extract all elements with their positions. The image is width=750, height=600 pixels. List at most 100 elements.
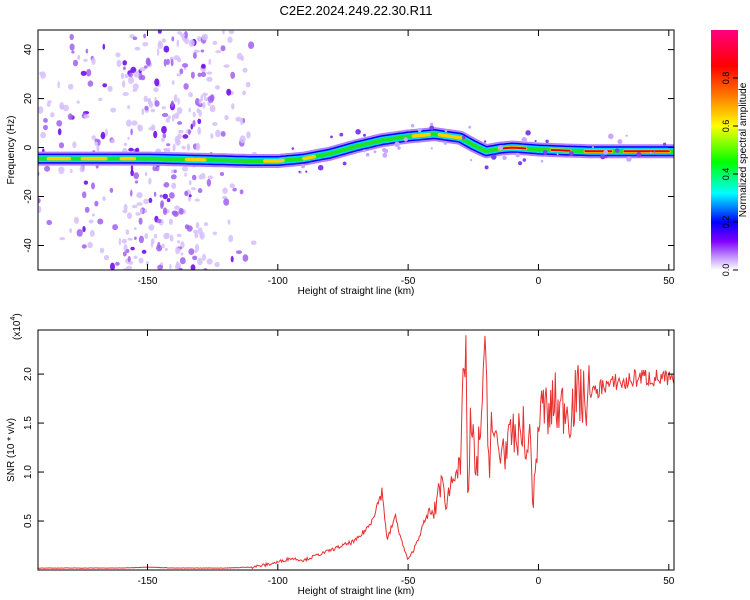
ridge-blob [518, 161, 523, 166]
noise-blob [43, 118, 48, 123]
noise-blob [153, 130, 158, 139]
chart-title: C2E2.2024.249.22.30.R11 [280, 3, 433, 18]
noise-blob [242, 90, 247, 96]
noise-blob [200, 71, 207, 78]
noise-blob [170, 100, 174, 108]
noise-blob [235, 116, 242, 122]
noise-blob [194, 198, 200, 202]
noise-blob [208, 58, 212, 65]
noise-blob [176, 73, 181, 77]
noise-blob [44, 165, 51, 172]
noise-blob [141, 108, 145, 116]
noise-blob [172, 143, 176, 152]
noise-blob [179, 68, 184, 75]
noise-blob [136, 202, 143, 206]
noise-blob [200, 173, 206, 180]
ridge-peak [437, 133, 463, 140]
noise-blob [139, 67, 146, 72]
ridge-blob [382, 147, 387, 153]
noise-blob [194, 243, 200, 252]
noise-blob [91, 182, 95, 190]
y-tick-label: 2.0 [23, 367, 34, 381]
spectrogram-xlabel: Height of straight line (km) [298, 286, 415, 297]
noise-blob [71, 50, 75, 54]
ridge-blob [355, 129, 361, 135]
ridge-blob [521, 137, 527, 143]
noise-blob [127, 212, 132, 220]
noise-blob [223, 64, 230, 68]
noise-blob [135, 147, 140, 153]
noise-blob [110, 262, 115, 270]
noise-blob [97, 218, 104, 225]
ridge-blob [617, 139, 623, 145]
y-tick-label: 0.5 [23, 514, 34, 528]
noise-blob [112, 224, 118, 231]
noise-blob [206, 178, 212, 187]
noise-blob [226, 88, 232, 96]
ridge-blob [444, 129, 448, 133]
noise-blob [156, 218, 162, 224]
noise-blob [105, 128, 108, 137]
ridge-blob [339, 132, 344, 137]
noise-blob [130, 128, 133, 136]
noise-blob [116, 59, 122, 68]
noise-blob [212, 122, 218, 126]
noise-blob [115, 52, 121, 58]
noise-blob [179, 257, 186, 265]
noise-blob [118, 237, 122, 246]
noise-blob [190, 123, 194, 130]
noise-blob [91, 57, 96, 65]
noise-blob [38, 205, 42, 213]
noise-blob [175, 263, 180, 270]
noise-blob [230, 71, 236, 79]
ridge-blob [298, 170, 301, 173]
noise-blob [248, 41, 255, 49]
noise-blob [62, 104, 69, 112]
noise-blob [203, 222, 209, 227]
noise-blob [138, 235, 144, 244]
noise-blob [153, 87, 159, 93]
noise-blob [161, 243, 165, 249]
noise-blob [171, 114, 175, 122]
ridge-blob [498, 145, 504, 150]
noise-blob [122, 251, 127, 257]
ridge-blob [603, 149, 609, 155]
x-tick-label: -150 [137, 276, 157, 287]
noise-blob [144, 171, 148, 177]
noise-blob [77, 54, 81, 61]
noise-blob [207, 175, 214, 180]
noise-blob [125, 229, 130, 235]
noise-blob [94, 200, 99, 207]
ridge-blob [468, 125, 472, 129]
noise-blob [195, 98, 200, 106]
noise-blob [177, 57, 182, 63]
noise-blob [58, 142, 65, 149]
noise-blob [122, 92, 129, 96]
colorbar-tick-label: 0.2 [721, 216, 731, 229]
noise-blob [174, 112, 180, 119]
noise-blob [87, 80, 94, 87]
noise-blob [240, 55, 244, 61]
noise-blob [156, 48, 160, 56]
noise-blob [79, 165, 85, 173]
noise-blob [140, 75, 146, 81]
colorbar-tick-label: 0.8 [721, 72, 731, 85]
ridge-blob [403, 137, 408, 142]
noise-blob [222, 30, 225, 35]
ridge-blob [305, 170, 308, 173]
noise-blob [188, 129, 191, 136]
ridge-blob [291, 147, 295, 150]
y-tick-label: 40 [23, 44, 34, 56]
noise-blob [102, 43, 106, 50]
noise-blob [143, 33, 147, 39]
noise-blob [212, 231, 217, 236]
ridge-blob [397, 146, 401, 150]
spectrogram-panel: -150 -100 -50 0 50 40 20 0 -20 -40 Height of stra… [6, 29, 675, 297]
noise-blob [125, 249, 130, 253]
colorbar-tick-label: 0.4 [721, 168, 731, 181]
ridge-blob [373, 150, 377, 154]
noise-blob [215, 129, 221, 138]
noise-blob [69, 228, 72, 234]
noise-blob [123, 66, 126, 71]
ridge-blob [649, 151, 652, 154]
